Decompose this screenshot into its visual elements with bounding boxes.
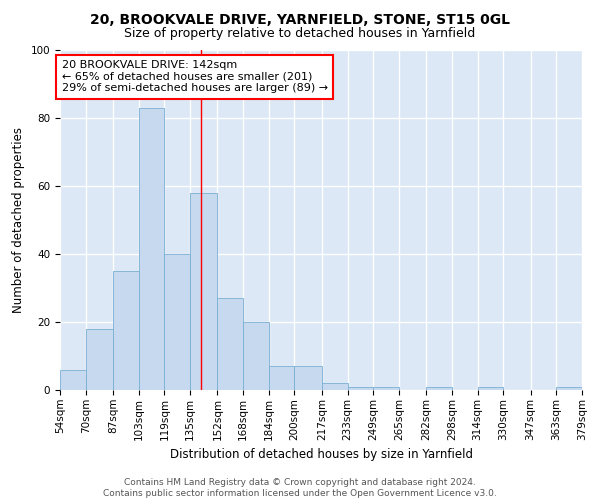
Bar <box>139 108 164 390</box>
Bar <box>60 370 86 390</box>
Bar <box>295 366 322 390</box>
Y-axis label: Number of detached properties: Number of detached properties <box>12 127 25 313</box>
Bar <box>86 329 113 390</box>
Text: Contains HM Land Registry data © Crown copyright and database right 2024.
Contai: Contains HM Land Registry data © Crown c… <box>103 478 497 498</box>
Bar <box>269 366 295 390</box>
Bar <box>426 386 452 390</box>
Text: 20, BROOKVALE DRIVE, YARNFIELD, STONE, ST15 0GL: 20, BROOKVALE DRIVE, YARNFIELD, STONE, S… <box>90 12 510 26</box>
Bar <box>190 193 217 390</box>
Bar <box>243 322 269 390</box>
Bar <box>373 386 399 390</box>
Bar <box>164 254 190 390</box>
Text: 20 BROOKVALE DRIVE: 142sqm
← 65% of detached houses are smaller (201)
29% of sem: 20 BROOKVALE DRIVE: 142sqm ← 65% of deta… <box>62 60 328 94</box>
Bar <box>217 298 243 390</box>
Bar <box>478 386 503 390</box>
Bar <box>113 271 139 390</box>
Bar <box>347 386 373 390</box>
Text: Size of property relative to detached houses in Yarnfield: Size of property relative to detached ho… <box>124 28 476 40</box>
Bar <box>322 383 347 390</box>
X-axis label: Distribution of detached houses by size in Yarnfield: Distribution of detached houses by size … <box>170 448 473 461</box>
Bar <box>556 386 582 390</box>
